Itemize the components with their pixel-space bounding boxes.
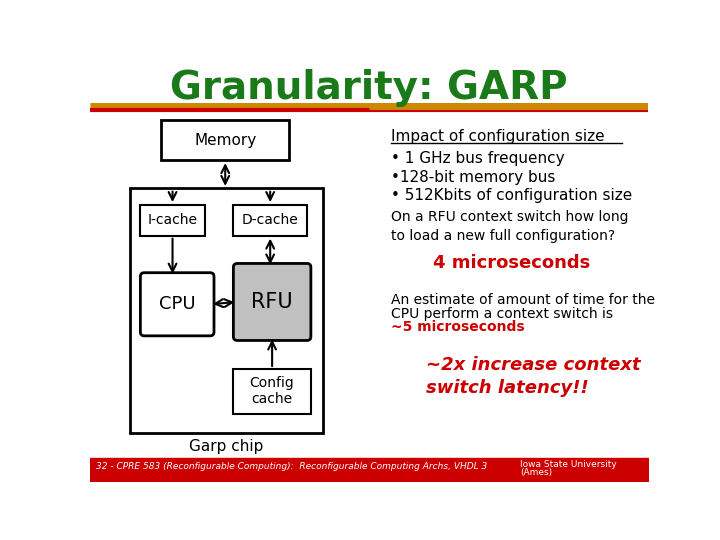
- Text: Granularity: GARP: Granularity: GARP: [170, 69, 568, 107]
- Text: Garp chip: Garp chip: [189, 439, 264, 454]
- Text: I-cache: I-cache: [148, 213, 197, 227]
- Text: An estimate of amount of time for the: An estimate of amount of time for the: [391, 293, 654, 307]
- Bar: [130, 188, 323, 433]
- Text: • 512Kbits of configuration size: • 512Kbits of configuration size: [391, 188, 632, 203]
- Text: •128-bit memory bus: •128-bit memory bus: [391, 170, 555, 185]
- Text: D-cache: D-cache: [242, 213, 299, 227]
- Bar: [140, 205, 204, 236]
- Bar: [161, 120, 289, 160]
- Text: RFU: RFU: [251, 292, 293, 312]
- Text: On a RFU context switch how long
to load a new full configuration?: On a RFU context switch how long to load…: [391, 210, 628, 242]
- Text: ~2x increase context
switch latency!!: ~2x increase context switch latency!!: [426, 356, 640, 397]
- Text: Impact of configuration size: Impact of configuration size: [391, 129, 604, 144]
- FancyBboxPatch shape: [140, 273, 214, 336]
- Bar: [233, 369, 311, 414]
- Text: CPU perform a context switch is: CPU perform a context switch is: [391, 307, 613, 321]
- Text: 32 - CPRE 583 (Reconfigurable Computing):  Reconfigurable Computing Archs, VHDL : 32 - CPRE 583 (Reconfigurable Computing)…: [96, 462, 487, 471]
- Text: Iowa State University: Iowa State University: [520, 460, 617, 469]
- Text: Config
cache: Config cache: [250, 376, 294, 407]
- Text: 4 microseconds: 4 microseconds: [433, 254, 590, 273]
- Text: Memory: Memory: [194, 133, 256, 148]
- Text: CPU: CPU: [159, 295, 196, 313]
- Text: • 1 GHz bus frequency: • 1 GHz bus frequency: [391, 151, 564, 166]
- FancyBboxPatch shape: [233, 264, 311, 340]
- Text: (Ames): (Ames): [520, 468, 552, 477]
- Bar: [233, 205, 307, 236]
- Text: ~5 microseconds: ~5 microseconds: [391, 320, 524, 334]
